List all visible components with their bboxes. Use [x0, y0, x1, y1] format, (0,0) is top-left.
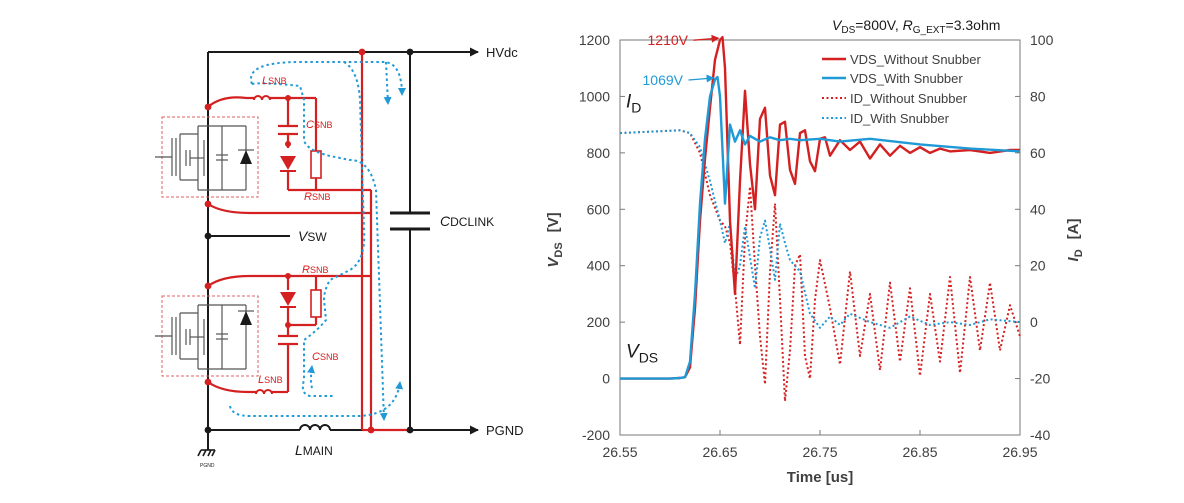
series-line-id-without-snubber: [619, 129, 1021, 403]
y-right-tick-label: 20: [1030, 258, 1046, 274]
lsnb-bottom-label: LSNB: [258, 374, 283, 386]
peak-annotation-label: 1069V: [643, 72, 684, 88]
y-left-tick-label: 0: [602, 371, 610, 387]
y-right-tick-label: 60: [1030, 145, 1046, 161]
legend-label-id-without: ID_Without Snubber: [850, 91, 968, 106]
y-right-axis-label: ID[A]: [1065, 219, 1085, 262]
diode-top-icon: [280, 156, 296, 170]
x-tick-label: 26.75: [802, 444, 837, 460]
x-tick-label: 26.95: [1002, 444, 1037, 460]
cdclink-label: CDCLINK: [440, 213, 494, 229]
lmain-inductor: [299, 424, 331, 436]
legend-label-vds-with: VDS_With Snubber: [850, 71, 963, 86]
pgnd-label: PGND: [486, 423, 524, 438]
hvdc-label: HVdc: [486, 45, 518, 60]
y-right-tick-label: 40: [1030, 201, 1046, 217]
csnb-top-label: CSNB: [306, 119, 332, 131]
schematic: HVdc PGND PGND VSW CDCLINK LMAIN LSNB CS…: [155, 45, 524, 469]
y-right-tick-label: -40: [1030, 427, 1050, 443]
y-left-tick-label: 400: [587, 258, 611, 274]
peak-annotation-arrow: [688, 74, 715, 83]
snubber-top: [207, 95, 371, 215]
y-left-axis-ticks: -200 0 200 400 600 800 1000 1200: [579, 32, 625, 443]
trace-label: VDS: [626, 341, 658, 365]
series-line-id-with-snubber: [619, 129, 1021, 329]
x-axis-label: Time [us]: [787, 469, 853, 486]
junction-dots: [204, 48, 414, 434]
snubber-bottom: [207, 274, 371, 395]
rsnb-top-label: RSNB: [304, 191, 330, 203]
legend-label-id-with: ID_With Snubber: [850, 111, 950, 126]
power-wires: [207, 47, 479, 450]
dclink-capacitor: [390, 211, 430, 231]
trace-label: ID: [626, 92, 641, 116]
csnb-bottom-label: CSNB: [312, 351, 338, 363]
y-left-tick-label: 600: [587, 201, 611, 217]
lmain-label: LMAIN: [295, 442, 333, 458]
y-right-tick-label: -20: [1030, 371, 1050, 387]
x-tick-label: 26.65: [702, 444, 737, 460]
peak-annotation-arrow: [693, 34, 720, 43]
waveform-chart: VDS=800V, RG_EXT=3.3ohm 26.55 26.65 26.75 2…: [545, 17, 1085, 486]
peak-annotation-label: 1210V: [648, 32, 689, 48]
pgnd-small-label: PGND: [200, 463, 215, 469]
ground-icon: [197, 449, 216, 457]
legend: VDS_Without Snubber VDS_With Snubber ID_…: [822, 52, 981, 126]
y-right-tick-label: 0: [1030, 314, 1038, 330]
x-tick-label: 26.55: [602, 444, 637, 460]
y-left-tick-label: -200: [582, 427, 610, 443]
y-left-tick-label: 1000: [579, 88, 610, 104]
snubber-return-path: [360, 52, 410, 432]
x-tick-label: 26.85: [902, 444, 937, 460]
chart-title: VDS=800V, RG_EXT=3.3ohm: [832, 17, 1000, 36]
x-axis-ticks: 26.55 26.65 26.75 26.85 26.95: [602, 430, 1038, 460]
diode-bottom-icon: [280, 292, 296, 306]
vsw-label: VSW: [298, 228, 327, 244]
y-left-axis-label: VDS[V]: [545, 212, 565, 267]
y-right-axis-ticks: -40 -20 0 20 40 60 80 100: [1015, 32, 1054, 443]
rsnb-bottom-label: RSNB: [302, 264, 328, 276]
y-right-tick-label: 100: [1030, 32, 1054, 48]
y-left-tick-label: 1200: [579, 32, 610, 48]
current-loop-paths: [229, 61, 406, 421]
series-line-vds-without-snubber: [620, 36, 1020, 380]
mosfet-bottom: [155, 295, 259, 377]
y-left-tick-label: 200: [587, 314, 611, 330]
y-left-tick-label: 800: [587, 145, 611, 161]
mosfet-top: [155, 116, 259, 198]
series-layer: [619, 36, 1021, 403]
legend-label-vds-without: VDS_Without Snubber: [850, 52, 981, 67]
y-right-tick-label: 80: [1030, 88, 1046, 104]
lsnb-top-label: LSNB: [262, 75, 287, 87]
series-line-vds-with-snubber: [620, 75, 1021, 380]
